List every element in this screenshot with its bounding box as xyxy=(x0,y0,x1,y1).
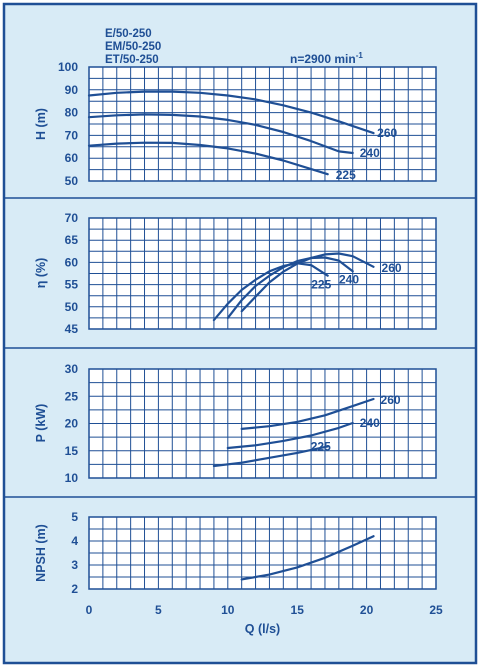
speed-text: n=2900 min xyxy=(290,52,356,66)
y-axis-label: P (kW) xyxy=(34,404,48,443)
x-tick-label: 5 xyxy=(155,603,162,617)
y-tick-label: 30 xyxy=(65,362,79,376)
curve-label-225: 225 xyxy=(311,277,331,291)
x-tick-label: 20 xyxy=(360,603,374,617)
y-tick-label: 70 xyxy=(65,128,79,142)
speed-exponent: -1 xyxy=(356,51,364,60)
curve-225 xyxy=(212,262,329,322)
curve-260 xyxy=(240,397,375,430)
curve-240 xyxy=(226,421,354,450)
curve-label-240: 240 xyxy=(360,146,380,160)
model-label: ET/50-250 xyxy=(105,54,159,66)
curve-225 xyxy=(87,141,329,176)
y-axis-label: η (%) xyxy=(34,258,48,289)
y-tick-label: 25 xyxy=(65,389,79,403)
curve-label-240: 240 xyxy=(339,273,359,287)
y-tick-label: 60 xyxy=(65,255,79,269)
y-tick-label: 3 xyxy=(71,558,78,572)
model-label: EM/50-250 xyxy=(105,41,161,53)
x-tick-label: 0 xyxy=(86,603,93,617)
y-tick-label: 5 xyxy=(71,510,78,524)
y-axis-label: NPSH (m) xyxy=(34,524,48,582)
y-tick-label: 55 xyxy=(65,278,79,292)
y-tick-label: 15 xyxy=(65,444,79,458)
y-tick-label: 100 xyxy=(58,60,78,74)
y-tick-label: 4 xyxy=(71,534,78,548)
y-tick-label: 10 xyxy=(65,471,79,485)
y-tick-label: 70 xyxy=(65,211,79,225)
y-tick-label: 50 xyxy=(65,174,79,188)
curve-260 xyxy=(240,252,375,313)
curve-label-260: 260 xyxy=(382,261,402,275)
curve-label-225: 225 xyxy=(311,439,331,453)
curve-260 xyxy=(87,90,375,135)
curve-npsh xyxy=(240,535,375,581)
x-tick-label: 25 xyxy=(429,603,443,617)
x-tick-label: 10 xyxy=(221,603,235,617)
y-tick-label: 90 xyxy=(65,83,79,97)
curve-label-260: 260 xyxy=(381,393,401,407)
curve-label-225: 225 xyxy=(336,168,356,182)
y-tick-label: 20 xyxy=(65,417,79,431)
x-axis-label: Q (l/s) xyxy=(245,622,280,636)
curve-225 xyxy=(212,445,329,468)
y-tick-label: 2 xyxy=(71,582,78,596)
curve-label-240: 240 xyxy=(360,416,380,430)
y-axis-label: H (m) xyxy=(34,108,48,140)
speed-label: n=2900 min-1 xyxy=(290,51,363,66)
curve-label-260: 260 xyxy=(377,126,397,140)
y-tick-label: 80 xyxy=(65,106,79,120)
x-tick-label: 15 xyxy=(291,603,305,617)
y-tick-label: 60 xyxy=(65,151,79,165)
y-tick-label: 65 xyxy=(65,233,79,247)
model-label: E/50-250 xyxy=(105,28,152,40)
y-tick-label: 45 xyxy=(65,322,79,336)
curve-240 xyxy=(87,113,354,155)
y-tick-label: 50 xyxy=(65,300,79,314)
